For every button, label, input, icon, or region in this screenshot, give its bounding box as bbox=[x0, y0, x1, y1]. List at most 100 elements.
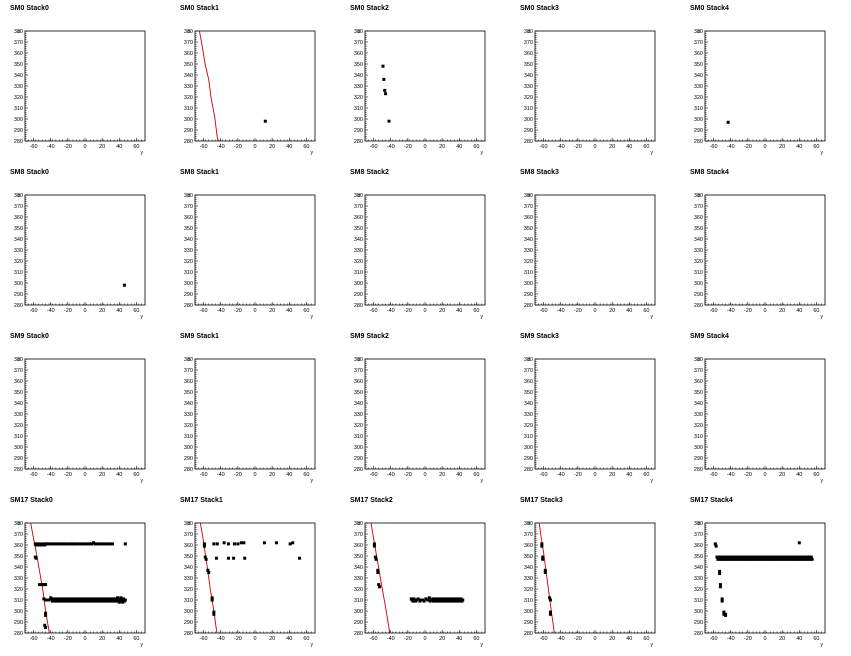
y-tick-label: 280 bbox=[184, 303, 193, 309]
y-tick-label: 300 bbox=[694, 609, 703, 615]
x-tick-label: 20 bbox=[269, 308, 275, 314]
y-axis-label: x bbox=[528, 521, 531, 527]
y-axis-label: x bbox=[18, 193, 21, 199]
plot-frame bbox=[704, 358, 826, 470]
x-tick-label: -40 bbox=[557, 308, 565, 314]
x-tick-label: -20 bbox=[744, 636, 752, 642]
chart-title: SM9 Stack3 bbox=[520, 333, 559, 340]
hit-point bbox=[212, 612, 216, 616]
hit-point bbox=[721, 557, 725, 561]
hit-point bbox=[44, 598, 48, 602]
hit-point bbox=[239, 541, 243, 545]
y-tick-label: 330 bbox=[184, 248, 193, 254]
y-tick-label: 370 bbox=[354, 40, 363, 46]
y-tick-label: 380 bbox=[694, 521, 703, 527]
y-tick-label: 350 bbox=[694, 62, 703, 68]
hit-point bbox=[803, 557, 807, 561]
hit-point bbox=[808, 555, 812, 559]
hit-point bbox=[93, 542, 97, 546]
chart-svg: 280 290 300 310 320 330 340 350 360 370 380 -60 -40 -… bbox=[524, 521, 656, 648]
hit-point bbox=[724, 555, 728, 559]
y-tick-label: 330 bbox=[354, 576, 363, 582]
y-tick-label: 350 bbox=[14, 554, 23, 560]
y-tick-label: 340 bbox=[694, 401, 703, 407]
chart-panel: SM0 Stack3 280 290 300 310 320 330 340 350 360 370… bbox=[510, 0, 680, 164]
y-axis-label: x bbox=[528, 193, 531, 199]
hit-point bbox=[745, 557, 749, 561]
x-axis-label: y bbox=[651, 478, 654, 484]
x-tick-label: 40 bbox=[286, 144, 292, 150]
hit-point bbox=[429, 598, 433, 602]
x-tick-label: 0 bbox=[83, 472, 86, 478]
plot-area bbox=[370, 523, 465, 633]
y-tick-label: 380 bbox=[184, 193, 193, 199]
plot-area bbox=[30, 523, 127, 633]
hit-point bbox=[420, 598, 424, 602]
y-tick-label: 350 bbox=[524, 554, 533, 560]
hit-point bbox=[781, 557, 785, 561]
x-tick-label: -60 bbox=[710, 144, 718, 150]
hit-point bbox=[101, 597, 105, 601]
hit-point bbox=[790, 557, 794, 561]
hit-point bbox=[778, 555, 782, 559]
x-tick-label: -60 bbox=[540, 636, 548, 642]
hit-point bbox=[783, 557, 787, 561]
x-tick-label: -60 bbox=[370, 636, 378, 642]
hit-point bbox=[54, 542, 58, 546]
hit-point bbox=[540, 542, 544, 546]
x-tick-label: -60 bbox=[710, 472, 718, 478]
y-tick-label: 280 bbox=[354, 631, 363, 637]
hit-point bbox=[741, 555, 745, 559]
hit-point bbox=[111, 597, 115, 601]
y-tick-label: 350 bbox=[184, 226, 193, 232]
hit-point bbox=[431, 597, 435, 601]
track-line bbox=[199, 523, 218, 633]
y-tick-label: 320 bbox=[184, 423, 193, 429]
chart-title: SM0 Stack3 bbox=[520, 5, 559, 12]
y-axis-label: x bbox=[188, 521, 191, 527]
y-tick-label: 360 bbox=[524, 215, 533, 221]
y-tick-label: 360 bbox=[184, 51, 193, 57]
track-line bbox=[198, 31, 219, 141]
hit-point bbox=[762, 557, 766, 561]
plot-frame bbox=[24, 30, 146, 142]
chart-panel: SM17 Stack3 280 290 300 310 320 330 340 350 360 37… bbox=[510, 492, 680, 656]
chart-title: SM8 Stack1 bbox=[180, 169, 219, 176]
y-tick-label: 310 bbox=[184, 270, 193, 276]
y-tick-label: 380 bbox=[184, 29, 193, 35]
y-axis-label: x bbox=[18, 521, 21, 527]
hit-point bbox=[795, 557, 799, 561]
y-axis-label: x bbox=[358, 357, 361, 363]
hit-point bbox=[73, 597, 77, 601]
hit-point bbox=[438, 597, 442, 601]
y-tick-label: 380 bbox=[524, 29, 533, 35]
y-tick-label: 330 bbox=[14, 84, 23, 90]
hit-point bbox=[722, 555, 726, 559]
y-tick-label: 310 bbox=[184, 434, 193, 440]
x-tick-label: 20 bbox=[439, 472, 445, 478]
hit-point bbox=[114, 597, 118, 601]
y-tick-label: 300 bbox=[14, 281, 23, 287]
x-tick-label: 40 bbox=[116, 308, 122, 314]
hit-point bbox=[52, 542, 56, 546]
chart-svg: 280 290 300 310 320 330 340 350 360 370 380 -60 -40 -… bbox=[354, 357, 486, 484]
hit-point bbox=[78, 597, 82, 601]
hit-point bbox=[203, 555, 207, 559]
y-tick-label: 300 bbox=[524, 117, 533, 123]
x-axis-label: y bbox=[821, 478, 824, 484]
y-tick-label: 290 bbox=[694, 292, 703, 298]
chart-title: SM17 Stack4 bbox=[690, 497, 733, 504]
y-tick-label: 360 bbox=[524, 543, 533, 549]
hit-point bbox=[226, 556, 230, 560]
x-tick-label: 60 bbox=[473, 472, 479, 478]
hit-point bbox=[212, 542, 216, 546]
x-tick-label: -60 bbox=[30, 636, 38, 642]
plot-area bbox=[713, 541, 814, 617]
x-tick-label: -20 bbox=[574, 144, 582, 150]
plot-area bbox=[381, 64, 391, 123]
y-tick-label: 330 bbox=[694, 412, 703, 418]
x-tick-label: 60 bbox=[643, 636, 649, 642]
hit-point bbox=[726, 120, 730, 124]
x-tick-label: 60 bbox=[133, 308, 139, 314]
chart-svg: 280 290 300 310 320 330 340 350 360 370 380 -60 -40 -… bbox=[184, 521, 316, 648]
